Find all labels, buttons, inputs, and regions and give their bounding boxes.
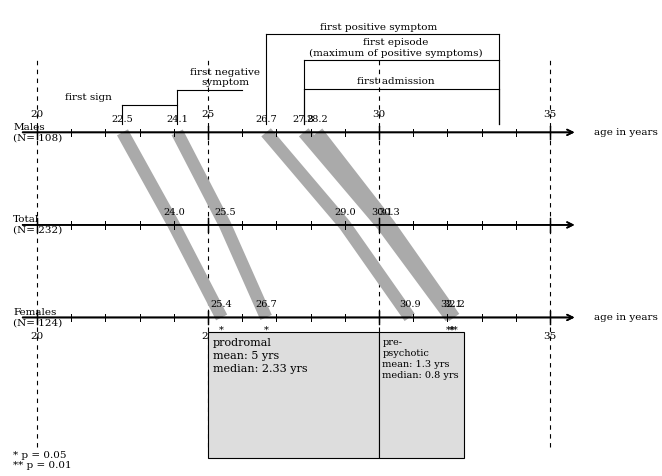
Text: prodromal
mean: 5 yrs
median: 2.33 yrs: prodromal mean: 5 yrs median: 2.33 yrs — [213, 338, 308, 374]
Bar — [379, 332, 465, 458]
Text: Females
(N= 124): Females (N= 124) — [13, 308, 62, 327]
Text: first episode
(maximum of positive symptoms): first episode (maximum of positive sympt… — [309, 38, 483, 58]
Text: age in years: age in years — [594, 313, 658, 322]
Text: 24.1: 24.1 — [166, 115, 188, 124]
Text: * p = 0.05
** p = 0.01: * p = 0.05 ** p = 0.01 — [13, 451, 71, 470]
Text: 25: 25 — [201, 331, 214, 340]
Text: 30.1: 30.1 — [371, 208, 393, 217]
Text: 26.7: 26.7 — [256, 115, 277, 124]
Text: 25.5: 25.5 — [214, 208, 236, 217]
Text: 20: 20 — [30, 331, 44, 340]
Text: 25: 25 — [201, 110, 214, 119]
Text: 24.0: 24.0 — [163, 208, 185, 217]
Text: 20: 20 — [30, 110, 44, 119]
Text: first admission: first admission — [357, 77, 435, 86]
Text: *: * — [219, 326, 224, 335]
Text: Males
(N= 108): Males (N= 108) — [13, 123, 62, 142]
Text: *: * — [263, 326, 269, 335]
Text: first sign: first sign — [65, 93, 112, 102]
Text: pre-
psychotic
mean: 1.3 yrs
median: 0.8 yrs: pre- psychotic mean: 1.3 yrs median: 0.8… — [383, 338, 459, 380]
Text: **: ** — [446, 326, 455, 335]
Text: 35: 35 — [544, 331, 557, 340]
Text: age in years: age in years — [594, 128, 658, 137]
Text: 30: 30 — [372, 331, 385, 340]
Text: 32.2: 32.2 — [444, 300, 465, 309]
Text: 30.3: 30.3 — [378, 208, 400, 217]
Text: 28.2: 28.2 — [307, 115, 328, 124]
Text: 25.4: 25.4 — [211, 300, 232, 309]
Text: 27.8: 27.8 — [293, 115, 314, 124]
Text: first negative
symptom: first negative symptom — [190, 68, 260, 87]
Text: 29.0: 29.0 — [334, 208, 355, 217]
Text: 22.5: 22.5 — [112, 115, 133, 124]
Bar — [208, 332, 379, 458]
Text: first positive symptom: first positive symptom — [320, 23, 438, 32]
Text: 30: 30 — [372, 110, 385, 119]
Text: 32.1: 32.1 — [440, 300, 461, 309]
Text: 30.9: 30.9 — [399, 300, 420, 309]
Text: **: ** — [449, 326, 459, 335]
Text: 35: 35 — [544, 110, 557, 119]
Text: Total
(N= 232): Total (N= 232) — [13, 215, 62, 235]
Text: 26.7: 26.7 — [256, 300, 277, 309]
